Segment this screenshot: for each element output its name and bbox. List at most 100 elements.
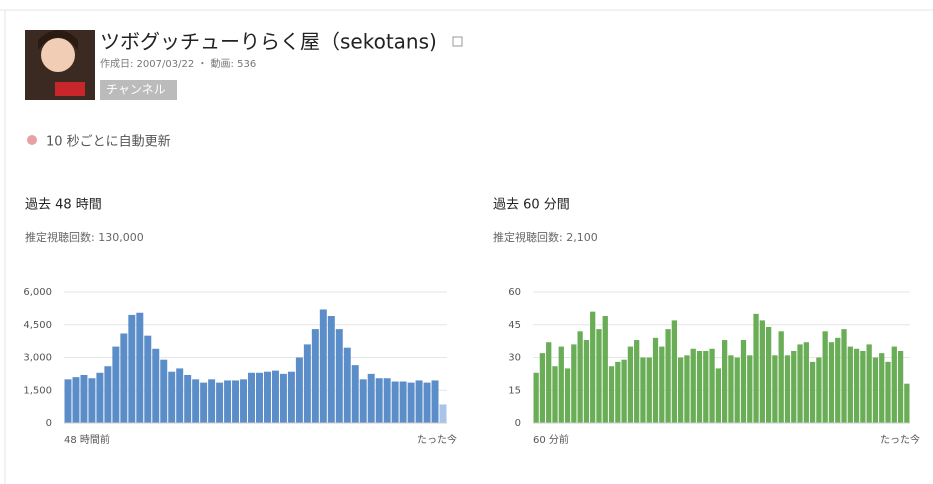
chart-title: 過去 48 時間 bbox=[25, 198, 102, 213]
external-link-icon[interactable] bbox=[452, 36, 463, 47]
y-tick-label: 0 bbox=[515, 418, 521, 429]
bar bbox=[303, 344, 311, 423]
bar bbox=[577, 331, 583, 423]
bar bbox=[696, 350, 703, 423]
bar bbox=[885, 361, 891, 423]
bar bbox=[872, 357, 879, 423]
channel-title[interactable]: ツボグッチューりらく屋（sekotans) bbox=[100, 30, 437, 54]
bar bbox=[184, 374, 192, 423]
bar bbox=[583, 340, 590, 423]
bar bbox=[558, 346, 564, 423]
bar bbox=[602, 316, 608, 423]
bar bbox=[224, 380, 232, 423]
bar bbox=[659, 346, 665, 423]
bar bbox=[319, 309, 327, 423]
bar bbox=[835, 337, 841, 423]
bar bbox=[759, 320, 765, 423]
bar bbox=[627, 346, 634, 423]
bar bbox=[552, 366, 558, 423]
bar bbox=[160, 359, 168, 423]
bar bbox=[88, 378, 96, 423]
bar bbox=[897, 350, 904, 423]
bar bbox=[136, 312, 144, 423]
bar bbox=[351, 365, 359, 423]
bar bbox=[753, 313, 759, 423]
bar bbox=[772, 355, 778, 423]
bar bbox=[608, 366, 615, 423]
bar bbox=[665, 329, 671, 423]
bar bbox=[828, 342, 835, 423]
bar bbox=[690, 348, 696, 423]
bar bbox=[375, 378, 383, 423]
bar bbox=[734, 357, 740, 423]
bar bbox=[646, 357, 652, 423]
bar bbox=[168, 371, 176, 423]
bar bbox=[866, 344, 872, 423]
bar bbox=[216, 382, 224, 423]
bar bbox=[208, 379, 216, 423]
bar bbox=[797, 344, 803, 423]
bar bbox=[391, 381, 399, 423]
bar bbox=[847, 346, 853, 423]
bar bbox=[232, 380, 240, 423]
chart-subtitle: 推定視聴回数: 130,000 bbox=[25, 230, 144, 244]
bar bbox=[546, 342, 552, 423]
bar bbox=[104, 366, 112, 423]
bar bbox=[791, 350, 797, 423]
y-tick-label: 15 bbox=[508, 385, 521, 396]
bar bbox=[596, 329, 602, 423]
bar bbox=[359, 379, 367, 423]
bar bbox=[747, 355, 753, 423]
bar bbox=[80, 374, 88, 423]
bar bbox=[327, 316, 335, 423]
bar bbox=[431, 380, 439, 423]
bar bbox=[295, 357, 303, 423]
y-tick-label: 1,500 bbox=[23, 385, 52, 396]
bar bbox=[816, 357, 822, 423]
channel-badge: チャンネル bbox=[106, 83, 166, 97]
y-tick-label: 3,000 bbox=[23, 353, 52, 364]
bar bbox=[533, 372, 539, 423]
bar bbox=[399, 381, 407, 423]
bar bbox=[423, 382, 431, 423]
bar bbox=[853, 348, 860, 423]
badge-bg bbox=[100, 80, 177, 100]
bar bbox=[765, 326, 772, 423]
bar bbox=[652, 337, 659, 423]
bar bbox=[335, 329, 343, 423]
y-tick-label: 30 bbox=[508, 353, 521, 364]
bar bbox=[407, 382, 415, 423]
bar bbox=[248, 372, 255, 423]
bar bbox=[671, 320, 678, 423]
bar bbox=[144, 335, 152, 423]
x-tick-label: 48 時間前 bbox=[64, 433, 110, 446]
bar bbox=[778, 331, 784, 423]
bar bbox=[822, 331, 828, 423]
bar bbox=[678, 357, 684, 423]
bar bbox=[120, 333, 128, 423]
y-tick-label: 4,500 bbox=[23, 320, 52, 331]
bar bbox=[634, 340, 640, 423]
refresh-dot bbox=[27, 135, 37, 145]
bar bbox=[784, 355, 791, 423]
bar bbox=[590, 311, 596, 423]
x-tick-label: たった今 bbox=[880, 433, 920, 446]
bar bbox=[112, 346, 120, 423]
chart-subtitle: 推定視聴回数: 2,100 bbox=[493, 230, 598, 244]
bar bbox=[192, 379, 200, 423]
bar bbox=[96, 372, 104, 423]
y-tick-label: 0 bbox=[46, 418, 52, 429]
bar bbox=[287, 371, 295, 423]
bar bbox=[383, 378, 391, 423]
bar bbox=[904, 383, 910, 423]
bar bbox=[728, 355, 734, 423]
bar bbox=[311, 329, 319, 423]
x-tick-label: たった今 bbox=[417, 433, 457, 446]
bar bbox=[891, 346, 897, 423]
bar bbox=[367, 373, 375, 423]
y-tick-label: 45 bbox=[508, 320, 521, 331]
bar bbox=[263, 371, 271, 423]
bar bbox=[841, 329, 847, 423]
